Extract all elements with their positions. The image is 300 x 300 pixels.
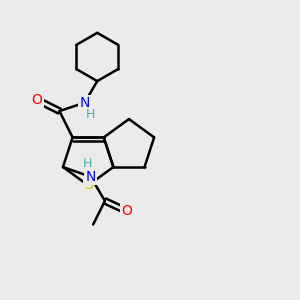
Text: N: N [85,170,96,184]
Text: O: O [32,93,43,107]
Text: O: O [122,204,132,218]
Text: S: S [84,178,92,192]
Text: N: N [80,96,90,110]
Text: H: H [83,157,92,170]
Text: H: H [86,108,95,121]
